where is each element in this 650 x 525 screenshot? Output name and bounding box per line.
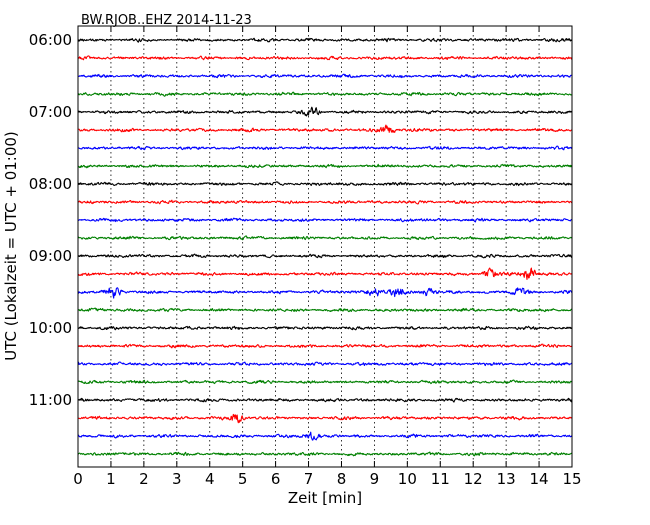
y-tick-label: 11:00 bbox=[29, 391, 72, 409]
seismic-trace-0930 bbox=[77, 287, 573, 299]
y-tick-label: 08:00 bbox=[29, 175, 72, 193]
x-tick-label: 11 bbox=[431, 470, 450, 488]
seismic-trace-0915 bbox=[77, 267, 573, 280]
x-tick-label: 15 bbox=[562, 470, 581, 488]
x-tick-label: 9 bbox=[370, 470, 380, 488]
seismic-trace-1100 bbox=[77, 397, 573, 403]
x-tick-label: 2 bbox=[139, 470, 149, 488]
seismic-trace-1130 bbox=[77, 431, 573, 441]
seismic-trace-0745 bbox=[77, 163, 573, 169]
seismic-trace-0845 bbox=[77, 235, 573, 241]
seismic-trace-0730 bbox=[77, 145, 573, 151]
x-tick-label: 7 bbox=[304, 470, 314, 488]
seismic-trace-1015 bbox=[77, 343, 573, 349]
tick-layer: 0 1 2 3 4 5 6 7 8 9 10 11 12 13 14 1506:0007:0008:0009:… bbox=[29, 26, 582, 488]
seismic-trace-0900 bbox=[77, 253, 573, 259]
x-tick-label: 1 bbox=[106, 470, 116, 488]
seismic-trace-0700 bbox=[77, 106, 573, 117]
seismic-trace-1115 bbox=[77, 413, 573, 424]
x-tick-label: 3 bbox=[172, 470, 182, 488]
seismic-trace-1030 bbox=[77, 361, 573, 367]
grid-layer bbox=[110, 26, 540, 467]
seismic-trace-0615 bbox=[77, 55, 573, 61]
x-tick-label: 5 bbox=[238, 470, 248, 488]
y-tick-label: 09:00 bbox=[29, 247, 72, 265]
x-tick-label: 4 bbox=[205, 470, 215, 488]
x-tick-label: 6 bbox=[271, 470, 281, 488]
seismic-trace-0815 bbox=[77, 199, 573, 205]
x-tick-label: 8 bbox=[337, 470, 347, 488]
x-tick-label: 12 bbox=[464, 470, 483, 488]
chart-title: BW.RJOB..EHZ 2014-11-23 bbox=[81, 13, 252, 28]
y-tick-label: 10:00 bbox=[29, 319, 72, 337]
seismic-trace-0600 bbox=[77, 37, 573, 43]
seismic-trace-1000 bbox=[77, 325, 573, 331]
seismic-trace-0830 bbox=[77, 217, 573, 223]
seismic-trace-0715 bbox=[78, 124, 573, 133]
x-tick-label: 13 bbox=[497, 470, 516, 488]
x-axis-title: Zeit [min] bbox=[288, 489, 362, 507]
seismic-trace-1045 bbox=[77, 379, 573, 385]
x-tick-label: 14 bbox=[530, 470, 549, 488]
seismic-trace-0945 bbox=[77, 307, 573, 313]
trace-layer bbox=[77, 37, 573, 457]
seismic-trace-1145 bbox=[77, 451, 573, 457]
seismic-trace-0630 bbox=[77, 73, 573, 79]
x-tick-label: 0 bbox=[73, 470, 83, 488]
seismic-trace-0645 bbox=[77, 91, 573, 97]
y-tick-label: 07:00 bbox=[29, 103, 72, 121]
y-axis-title: UTC (Lokalzeit = UTC + 01:00) bbox=[2, 131, 20, 361]
plot-frame bbox=[77, 25, 573, 468]
y-tick-label: 06:00 bbox=[29, 31, 72, 49]
seismic-trace-0800 bbox=[77, 181, 573, 187]
x-tick-label: 10 bbox=[398, 470, 417, 488]
